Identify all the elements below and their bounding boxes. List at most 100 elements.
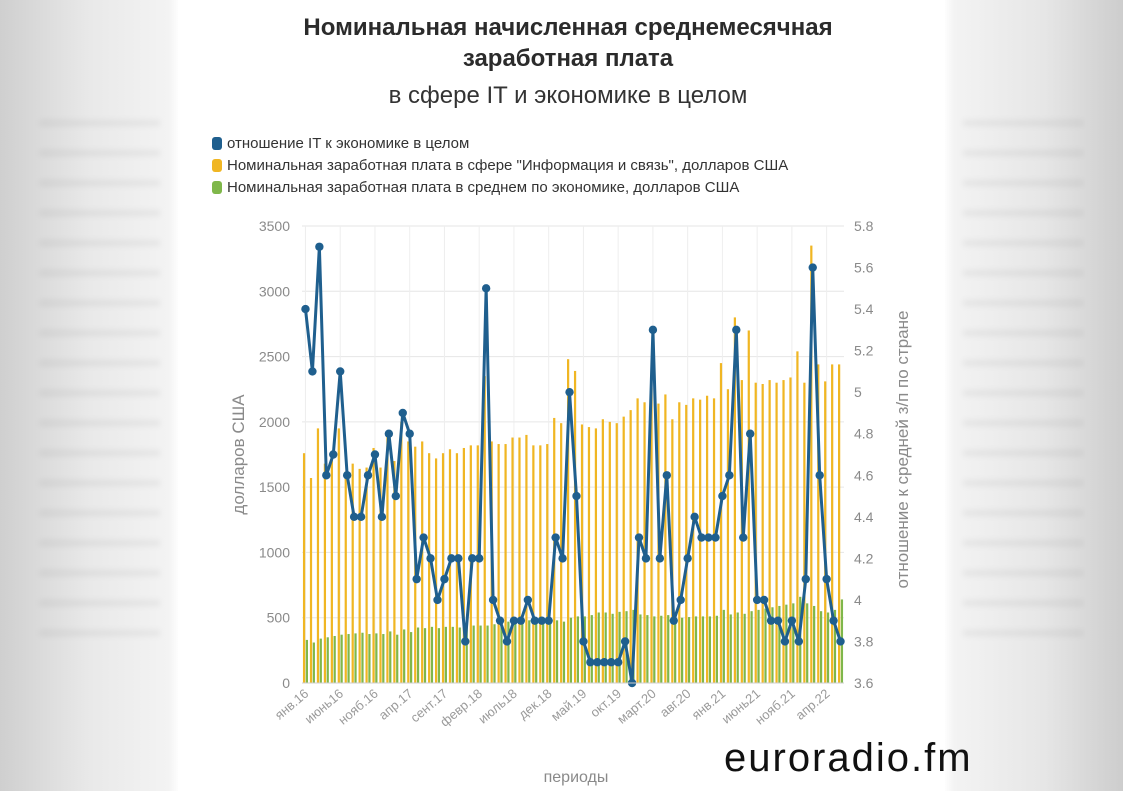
bar-it-salary <box>386 434 389 683</box>
ratio-point <box>433 595 442 605</box>
ratio-point <box>669 616 678 625</box>
bar-it-salary <box>497 444 500 683</box>
legend-label-ratio: отношение IT к экономике в целом <box>227 134 470 152</box>
ratio-point <box>530 616 539 625</box>
bar-it-salary <box>400 421 403 683</box>
bar-it-salary <box>407 441 410 683</box>
chart-card: Номинальная начисленная среднемесячная з… <box>178 0 945 791</box>
bar-economy-salary <box>597 612 600 683</box>
bar-economy-salary <box>396 634 399 683</box>
bar-it-salary <box>372 447 375 683</box>
bar-economy-salary <box>319 638 322 683</box>
x-tick-label: март.20 <box>614 686 659 727</box>
ratio-point <box>641 554 651 563</box>
bar-economy-salary <box>729 614 732 683</box>
bar-economy-salary <box>479 625 482 683</box>
bar-economy-salary <box>416 627 420 683</box>
ratio-point <box>572 491 581 501</box>
ratio-point <box>732 325 741 335</box>
ratio-point <box>634 533 644 542</box>
ratio-point <box>607 658 616 667</box>
ratio-point <box>356 512 366 522</box>
bar-economy-salary <box>792 603 795 683</box>
legend-item-it-salary[interactable]: Номинальная заработная плата в сфере "Ин… <box>212 154 788 176</box>
bar-economy-salary <box>806 603 809 683</box>
bar-economy-salary <box>576 616 579 683</box>
ratio-point <box>308 367 317 376</box>
y2-tick-label: 4.2 <box>854 550 874 566</box>
bar-economy-salary <box>674 616 677 683</box>
bar-it-salary <box>838 364 841 683</box>
ratio-point <box>676 595 685 605</box>
legend-item-ratio[interactable]: отношение IT к экономике в целом <box>212 132 788 154</box>
bar-it-salary <box>330 458 333 683</box>
legend: отношение IT к экономике в целом Номинал… <box>212 132 788 198</box>
ratio-point <box>336 367 345 376</box>
ratio-point <box>468 554 477 563</box>
legend-label-economy-salary: Номинальная заработная плата в среднем п… <box>227 178 740 196</box>
ratio-point <box>711 533 720 542</box>
bar-economy-salary <box>722 609 725 683</box>
ratio-point <box>822 574 831 584</box>
bar-it-salary <box>351 463 354 683</box>
bar-economy-salary <box>437 628 441 683</box>
bar-economy-salary <box>375 633 378 683</box>
y-tick-label: 3500 <box>259 218 290 234</box>
bar-economy-salary <box>542 622 545 683</box>
ratio-point <box>363 471 373 480</box>
bar-economy-salary <box>535 621 538 683</box>
bar-it-salary <box>803 382 806 683</box>
bar-it-salary <box>817 364 820 683</box>
bar-economy-salary <box>667 615 670 683</box>
bar-economy-salary <box>639 614 642 683</box>
bar-it-salary <box>601 419 604 683</box>
bar-it-salary <box>434 458 438 683</box>
bar-it-salary <box>796 351 799 683</box>
bar-it-salary <box>573 370 577 683</box>
y-tick-label: 0 <box>282 675 290 691</box>
x-tick-label: нояб.16 <box>335 686 381 728</box>
chart-title-line2: заработная плата <box>462 45 674 72</box>
bar-economy-salary <box>681 617 684 683</box>
bar-economy-salary <box>430 626 434 683</box>
bar-economy-salary <box>701 616 705 683</box>
ratio-point <box>565 387 574 397</box>
ratio-point <box>342 471 352 480</box>
ratio-point <box>829 616 838 625</box>
bar-it-salary <box>358 468 361 683</box>
ratio-point <box>759 595 769 605</box>
bar-economy-salary <box>813 605 816 683</box>
bar-it-salary <box>518 437 521 683</box>
line-layer <box>301 242 845 688</box>
bar-it-salary <box>316 428 320 683</box>
bar-economy-salary <box>507 621 510 683</box>
bar-economy-salary <box>548 622 552 683</box>
ratio-point <box>370 450 380 459</box>
bar-it-salary <box>608 421 611 683</box>
ratio-point <box>745 429 755 438</box>
bar-economy-salary <box>326 637 329 683</box>
bar-it-salary <box>483 376 486 683</box>
bar-it-salary <box>594 428 598 683</box>
bar-it-salary <box>309 478 313 683</box>
y-tick-label: 3000 <box>259 283 290 299</box>
bar-it-salary <box>323 463 327 683</box>
bar-it-salary <box>775 382 778 683</box>
bar-it-salary <box>337 428 340 683</box>
bar-economy-salary <box>833 609 837 683</box>
bar-it-salary <box>782 380 785 683</box>
ratio-point <box>725 471 734 480</box>
x-tick-label: апр.22 <box>793 686 833 723</box>
bar-economy-salary <box>562 621 566 683</box>
ratio-point <box>405 429 414 438</box>
y2-tick-label: 4.6 <box>854 467 874 483</box>
bar-economy-salary <box>333 635 336 683</box>
bar-economy-salary <box>646 615 649 683</box>
bar-it-salary <box>810 245 813 684</box>
bar-economy-salary <box>514 621 517 683</box>
ratio-point <box>697 533 706 542</box>
bar-economy-salary <box>750 611 753 683</box>
legend-item-economy-salary[interactable]: Номинальная заработная плата в среднем п… <box>212 176 788 198</box>
ratio-point <box>509 616 519 625</box>
ratio-point <box>301 304 310 314</box>
